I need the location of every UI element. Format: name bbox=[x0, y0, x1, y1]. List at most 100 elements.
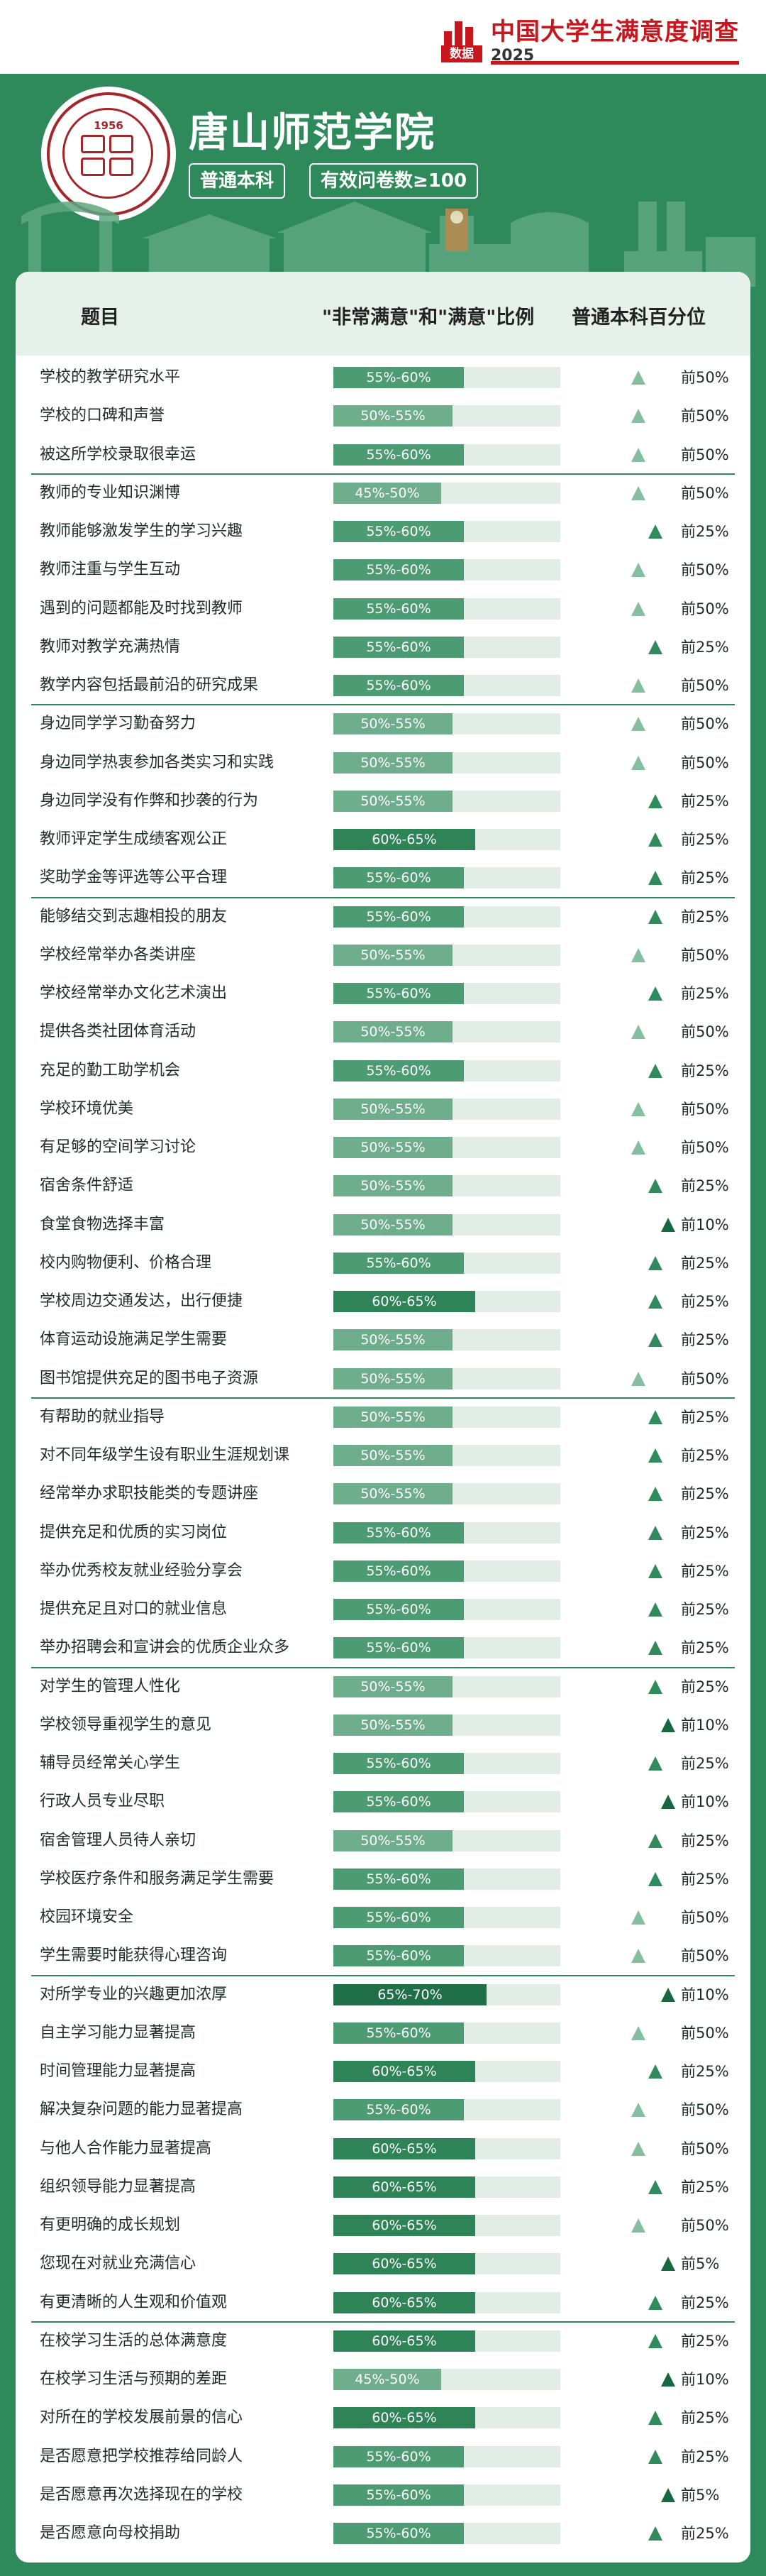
ratio-bar-track: 55%-60% bbox=[333, 675, 560, 696]
table-row: 学校的教学研究水平 55%-60% 前50% bbox=[16, 358, 750, 397]
ratio-bar-track: 60%-65% bbox=[333, 2215, 560, 2236]
ratio-bar-track: 55%-60% bbox=[333, 559, 560, 581]
ratio-bar-fill: 50%-55% bbox=[333, 1714, 453, 1736]
rank-triangle-icon bbox=[648, 2179, 662, 2194]
row-question: 学校环境优美 bbox=[40, 1099, 134, 1118]
ratio-bar-fill: 55%-60% bbox=[333, 1521, 464, 1543]
table-row: 提供各类社团体育活动 50%-55% 前50% bbox=[16, 1013, 750, 1051]
rank-triangle-icon bbox=[648, 1448, 662, 1463]
table-row: 图书馆提供充足的图书电子资源 50%-55% 前50% bbox=[16, 1360, 750, 1398]
table-row: 学校环境优美 50%-55% 前50% bbox=[16, 1090, 750, 1128]
table-row: 在校学习生活的总体满意度 60%-65% 前25% bbox=[16, 2322, 750, 2360]
row-question: 教师的专业知识渊博 bbox=[40, 483, 181, 502]
school-seal-logo: 1956 bbox=[41, 87, 176, 221]
row-percentile: 前50% bbox=[681, 946, 729, 964]
row-question: 是否愿意再次选择现在的学校 bbox=[40, 2485, 243, 2504]
ratio-bar-fill: 50%-55% bbox=[333, 752, 453, 774]
row-percentile: 前5% bbox=[681, 2486, 720, 2504]
ratio-bar-track: 55%-60% bbox=[333, 1599, 560, 1620]
ratio-bar-fill: 50%-55% bbox=[333, 1829, 453, 1851]
ratio-bar-fill: 60%-65% bbox=[333, 829, 475, 850]
ratio-bar-track: 45%-50% bbox=[333, 2369, 560, 2390]
ratio-bar-fill: 45%-50% bbox=[333, 2369, 441, 2390]
row-percentile: 前25% bbox=[681, 2448, 729, 2465]
ratio-bar-track: 50%-55% bbox=[333, 1137, 560, 1158]
row-question: 对不同年级学生设有职业生涯规划课 bbox=[40, 1446, 290, 1464]
table-row: 被这所学校录取很幸运 55%-60% 前50% bbox=[16, 436, 750, 474]
table-row: 行政人员专业尽职 55%-60% 前10% bbox=[16, 1783, 750, 1821]
row-question: 有足够的空间学习讨论 bbox=[40, 1138, 196, 1156]
ratio-bar-fill: 55%-60% bbox=[333, 521, 464, 542]
row-question: 教师能够激发学生的学习兴趣 bbox=[40, 522, 243, 540]
rank-triangle-icon bbox=[631, 485, 645, 500]
row-question: 遇到的问题都能及时找到教师 bbox=[40, 599, 243, 617]
col-header-percentile: 普通本科百分位 bbox=[572, 307, 706, 329]
brand-logo-text: 数据 bbox=[441, 45, 482, 62]
table-row: 时间管理能力显著提高 60%-65% 前25% bbox=[16, 2052, 750, 2091]
table-row: 食堂食物选择丰富 50%-55% 前10% bbox=[16, 1206, 750, 1244]
ratio-bar-fill: 50%-55% bbox=[333, 790, 453, 812]
row-question: 学校的教学研究水平 bbox=[40, 368, 181, 386]
rank-triangle-icon bbox=[661, 2487, 675, 2502]
rank-triangle-icon bbox=[648, 2064, 662, 2079]
table-row: 提供充足和优质的实习岗位 55%-60% 前25% bbox=[16, 1514, 750, 1552]
table-row: 教师对教学充满热情 55%-60% 前25% bbox=[16, 628, 750, 666]
rank-triangle-icon bbox=[631, 947, 645, 962]
row-question: 是否愿意向母校捐助 bbox=[40, 2524, 181, 2542]
row-question: 有更明确的成长规划 bbox=[40, 2216, 181, 2234]
ratio-bar-track: 55%-60% bbox=[333, 1753, 560, 1774]
school-header: 1956 唐山师范学院 普通本科 有效问卷数≥100 bbox=[0, 74, 766, 287]
ratio-bar-fill: 60%-65% bbox=[333, 2061, 475, 2082]
table-row: 经常举办求职技能类的专题讲座 50%-55% 前25% bbox=[16, 1475, 750, 1513]
ratio-bar-fill: 50%-55% bbox=[333, 405, 453, 427]
ratio-bar-fill: 65%-70% bbox=[333, 1983, 487, 2005]
table-row: 学校医疗条件和服务满足学生需要 55%-60% 前25% bbox=[16, 1860, 750, 1898]
ratio-bar-fill: 55%-60% bbox=[333, 2445, 464, 2467]
table-row: 教学内容包括最前沿的研究成果 55%-60% 前50% bbox=[16, 666, 750, 705]
row-percentile: 前50% bbox=[681, 407, 729, 425]
ratio-bar-track: 55%-60% bbox=[333, 521, 560, 542]
row-percentile: 前25% bbox=[681, 908, 729, 925]
rank-triangle-icon bbox=[631, 409, 645, 424]
rank-triangle-icon bbox=[661, 2372, 675, 2387]
row-percentile: 前50% bbox=[681, 2140, 729, 2157]
ratio-bar-fill: 50%-55% bbox=[333, 713, 453, 735]
rank-triangle-icon bbox=[648, 832, 662, 847]
ratio-bar-track: 55%-60% bbox=[333, 367, 560, 388]
col-header-ratio: "非常满意"和"满意"比例 bbox=[322, 307, 535, 329]
row-question: 学生需要时能获得心理咨询 bbox=[40, 1947, 228, 1965]
row-percentile: 前25% bbox=[681, 1254, 729, 1272]
table-row: 奖助学金等评选等公平合理 55%-60% 前25% bbox=[16, 859, 750, 897]
ratio-bar-fill: 55%-60% bbox=[333, 906, 464, 928]
rank-triangle-icon bbox=[648, 2333, 662, 2348]
ratio-bar-fill: 60%-65% bbox=[333, 2176, 475, 2198]
row-percentile: 前25% bbox=[681, 1331, 729, 1349]
ratio-bar-track: 55%-60% bbox=[333, 2523, 560, 2544]
ratio-bar-fill: 50%-55% bbox=[333, 1675, 453, 1697]
row-percentile: 前25% bbox=[681, 1062, 729, 1079]
row-question: 宿舍管理人员待人亲切 bbox=[40, 1831, 196, 1849]
row-question: 学校经常举办文化艺术演出 bbox=[40, 984, 228, 1002]
ratio-bar-track: 60%-65% bbox=[333, 2407, 560, 2429]
row-percentile: 前50% bbox=[681, 600, 729, 617]
table-row: 教师能够激发学生的学习兴趣 55%-60% 前25% bbox=[16, 512, 750, 551]
ratio-bar-track: 50%-55% bbox=[333, 1829, 560, 1851]
row-percentile: 前50% bbox=[681, 1947, 729, 1965]
table-row: 遇到的问题都能及时找到教师 55%-60% 前50% bbox=[16, 590, 750, 628]
ratio-bar-track: 55%-60% bbox=[333, 2022, 560, 2044]
row-question: 有更清晰的人生观和价值观 bbox=[40, 2293, 228, 2311]
table-row: 宿舍条件舒适 50%-55% 前25% bbox=[16, 1167, 750, 1205]
row-question: 能够结交到志趣相投的朋友 bbox=[40, 907, 228, 925]
ratio-bar-fill: 60%-65% bbox=[333, 2137, 475, 2159]
rank-triangle-icon bbox=[648, 1063, 662, 1078]
ratio-bar-fill: 55%-60% bbox=[333, 1560, 464, 1582]
row-question: 校内购物便利、价格合理 bbox=[40, 1253, 212, 1272]
table-row: 体育运动设施满足学生需要 50%-55% 前25% bbox=[16, 1321, 750, 1359]
table-row: 举办优秀校友就业经验分享会 55%-60% 前25% bbox=[16, 1552, 750, 1590]
rank-triangle-icon bbox=[631, 2025, 645, 2040]
row-question: 自主学习能力显著提高 bbox=[40, 2023, 196, 2042]
row-percentile: 前25% bbox=[681, 1601, 729, 1618]
row-question: 学校医疗条件和服务满足学生需要 bbox=[40, 1869, 274, 1888]
ratio-bar-track: 60%-65% bbox=[333, 2137, 560, 2159]
col-header-question: 题目 bbox=[81, 307, 119, 329]
